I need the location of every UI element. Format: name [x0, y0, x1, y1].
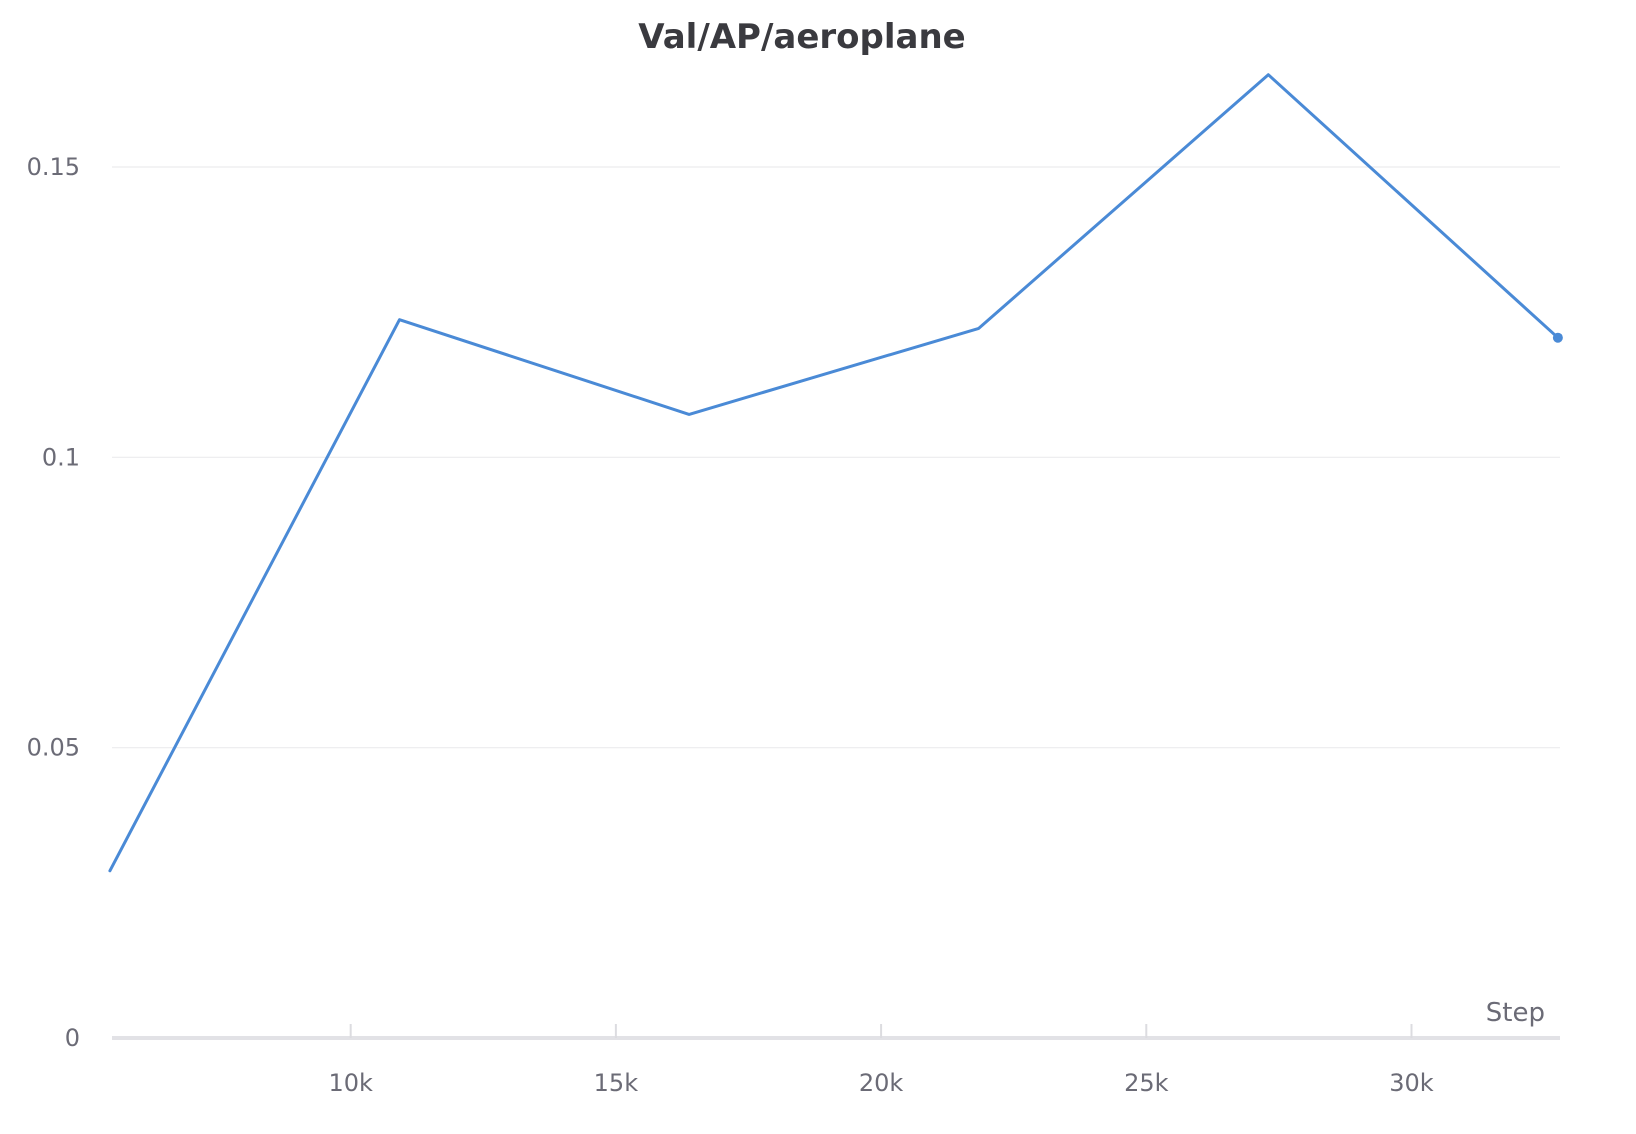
x-tick-label: 30k [1389, 1069, 1434, 1097]
y-tick-label: 0 [65, 1024, 80, 1052]
x-axis-label: Step [1486, 998, 1545, 1028]
x-tick-label: 20k [859, 1069, 904, 1097]
axis-layer: 0 0.05 0.1 0.15 10k 15k 20k 25k 30k [27, 153, 1560, 1097]
y-tick-label: 0.05 [27, 734, 80, 762]
x-tick-label: 25k [1124, 1069, 1169, 1097]
y-tick-label: 0.15 [27, 153, 80, 181]
y-tick-label: 0.1 [42, 443, 80, 471]
grid-layer [112, 166, 1560, 749]
x-tick-label: 15k [594, 1069, 639, 1097]
series-layer [108, 73, 1563, 873]
series-end-point [1552, 332, 1563, 343]
chart-title: Val/AP/aeroplane [638, 17, 965, 57]
x-tick-label: 10k [328, 1069, 373, 1097]
series-line [108, 73, 1560, 873]
